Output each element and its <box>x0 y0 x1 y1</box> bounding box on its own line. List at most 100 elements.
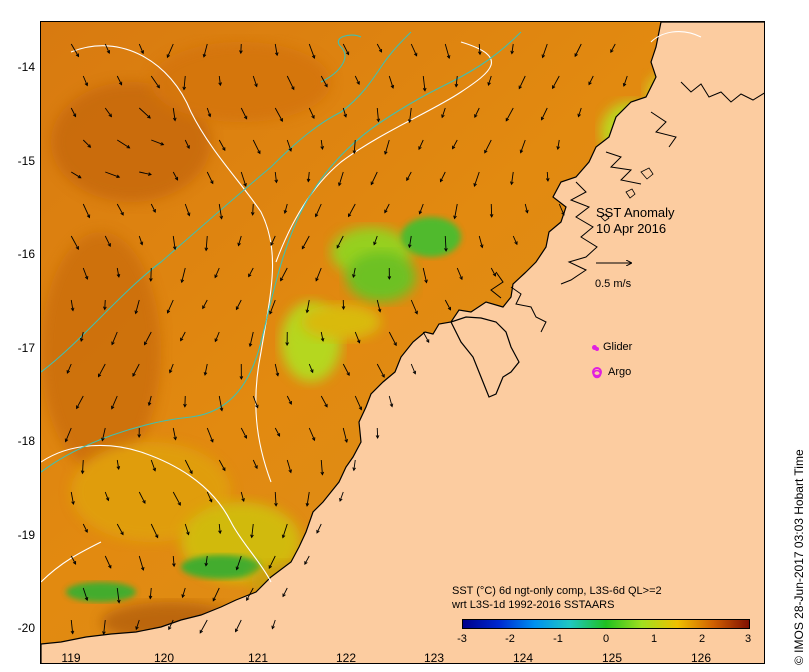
current-vector-head <box>66 370 70 374</box>
current-vector <box>181 267 186 283</box>
current-vector <box>373 235 378 245</box>
peninsula <box>450 316 520 398</box>
current-vector-head <box>577 113 581 118</box>
current-vector <box>408 235 412 248</box>
current-vector <box>315 267 322 281</box>
current-vector-head <box>407 244 412 249</box>
current-vector <box>348 203 356 217</box>
lon-tick-label: 123 <box>423 651 445 665</box>
current-vector-head <box>108 113 112 118</box>
current-vector-head <box>166 54 171 59</box>
land-mass <box>41 22 764 663</box>
map-panel[interactable] <box>40 21 765 664</box>
current-vector-head <box>116 273 121 278</box>
current-vector <box>511 171 514 185</box>
current-vector-head <box>510 181 514 186</box>
current-vector-head <box>219 407 224 412</box>
current-vector-head <box>414 310 418 315</box>
current-vector <box>149 587 152 599</box>
current-vector-head <box>345 51 350 56</box>
current-vector <box>376 299 381 312</box>
current-vector-head <box>105 497 110 502</box>
current-vector <box>557 139 560 150</box>
current-vector <box>104 235 111 247</box>
current-vector <box>82 75 88 86</box>
current-vector <box>308 427 315 441</box>
current-vector-head <box>120 531 124 536</box>
current-vector-head <box>311 437 316 442</box>
glider-label: Glider <box>603 341 633 353</box>
current-vector <box>552 75 560 89</box>
current-vector <box>418 139 424 150</box>
current-vector-head <box>487 82 491 86</box>
current-vector-head <box>248 343 253 348</box>
current-vector <box>167 299 174 314</box>
current-vector-head <box>424 279 428 284</box>
current-vector <box>444 235 447 251</box>
current-vector <box>307 171 310 182</box>
current-vector-head <box>108 564 112 569</box>
current-vector-head <box>352 150 357 155</box>
current-vector-head <box>255 404 259 409</box>
current-vector <box>518 75 526 89</box>
current-vector-head <box>204 562 209 567</box>
current-vector <box>422 75 426 91</box>
current-vector <box>184 523 190 535</box>
current-vector <box>354 395 362 410</box>
current-vector-head <box>86 214 91 219</box>
current-vector <box>135 619 140 630</box>
current-vector-head <box>510 50 515 55</box>
current-vector <box>240 107 248 120</box>
current-vector-head <box>268 565 272 569</box>
current-vector-head <box>209 498 213 503</box>
current-vector <box>98 363 106 377</box>
current-vector-head <box>525 209 529 214</box>
current-vector <box>101 427 106 441</box>
current-vector-head <box>71 501 75 506</box>
current-vector-head <box>439 178 444 183</box>
current-vector <box>342 43 350 55</box>
current-vector <box>338 171 344 186</box>
lon-tick-label: 125 <box>601 651 623 665</box>
current-vector-head <box>160 142 165 146</box>
current-vector <box>82 523 88 533</box>
current-vector <box>274 43 278 56</box>
current-vector-head <box>453 215 457 220</box>
current-vector-head <box>172 117 177 122</box>
current-vector-head <box>316 529 320 534</box>
current-vector-head <box>134 310 139 315</box>
current-vector-head <box>320 337 325 342</box>
current-vector-head <box>281 534 286 539</box>
current-vector <box>388 75 394 89</box>
current-vector-head <box>219 215 224 220</box>
current-vector <box>478 235 483 248</box>
current-vector-head <box>174 176 179 181</box>
current-vector <box>376 43 382 53</box>
current-vector-head <box>199 629 203 634</box>
current-vector-head <box>152 467 157 472</box>
current-vector-head <box>210 180 214 185</box>
current-vector <box>70 491 74 505</box>
lon-tick-label: 119 <box>61 651 81 665</box>
current-vector <box>70 107 76 117</box>
current-vector-head <box>311 115 315 119</box>
current-vector-head <box>315 277 319 282</box>
current-vector <box>315 203 322 217</box>
current-vector <box>342 363 350 376</box>
current-vector-head <box>186 531 190 536</box>
current-vector <box>251 523 254 538</box>
current-vector-head <box>204 247 209 252</box>
current-vector-head <box>84 597 89 601</box>
current-vector-head <box>311 55 316 59</box>
current-vector <box>180 331 186 341</box>
current-vector-head <box>182 86 187 91</box>
current-vector <box>240 427 247 439</box>
glider-icon <box>592 344 597 350</box>
map-title: SST Anomaly 10 Apr 2016 <box>596 205 675 237</box>
current-vector-head <box>418 210 423 215</box>
current-vector <box>444 43 450 59</box>
colorbar-tick: 3 <box>744 633 752 645</box>
current-vector-head <box>214 274 218 279</box>
current-vector <box>306 299 310 313</box>
